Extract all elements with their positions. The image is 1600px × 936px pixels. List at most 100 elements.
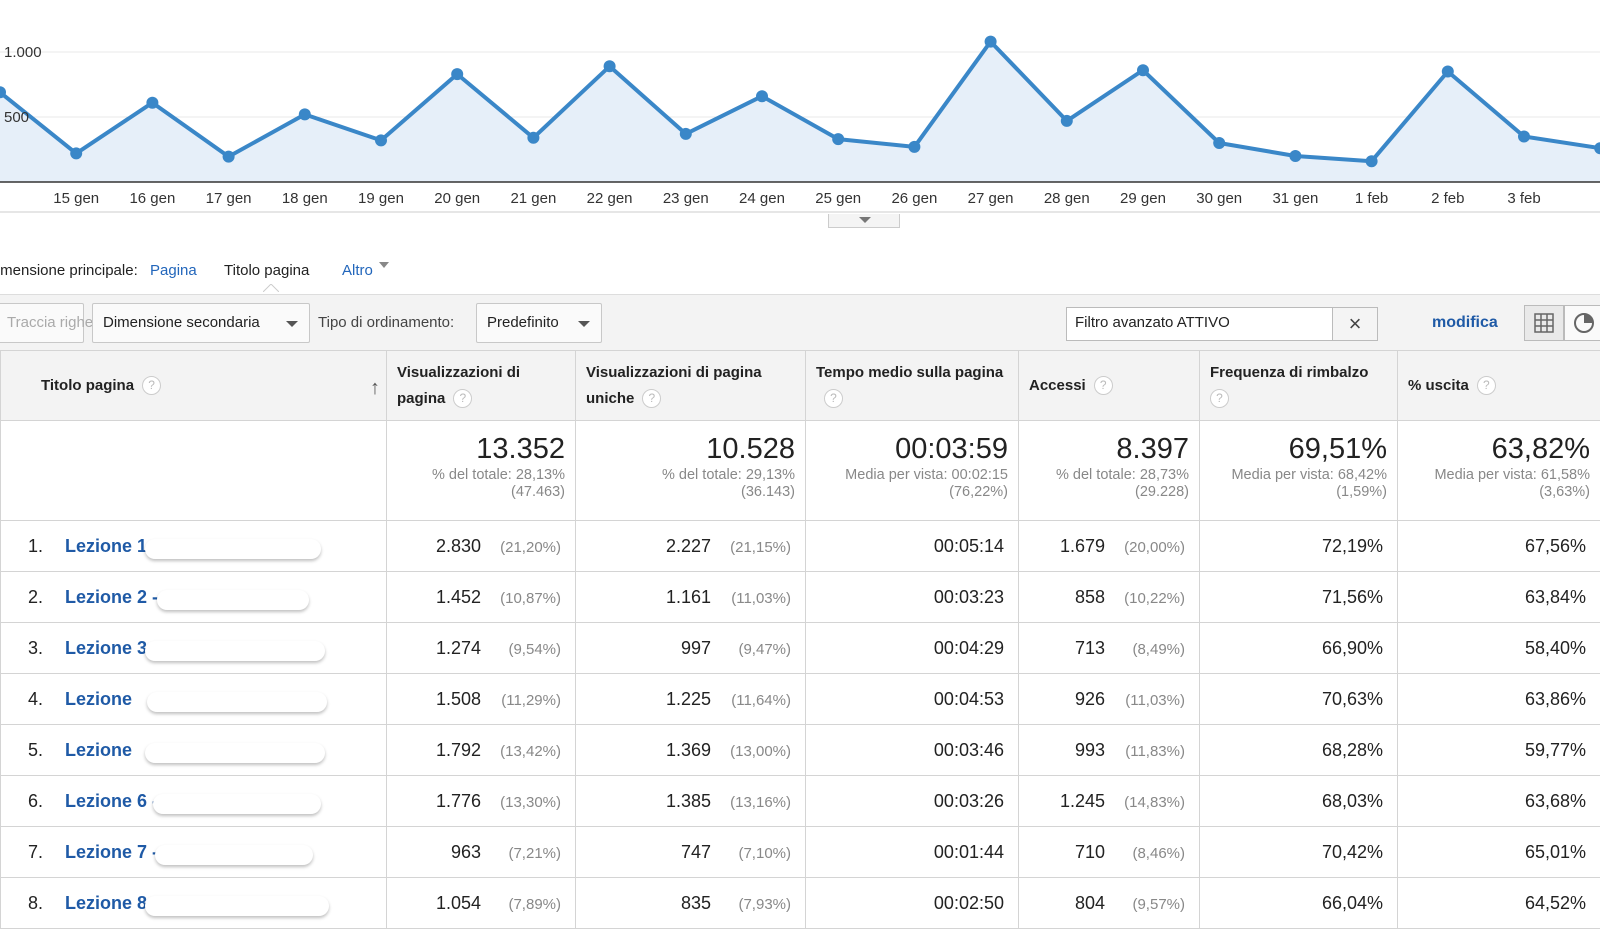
row-title-cell: 1. Lezione 1 bbox=[0, 520, 387, 572]
unique-views-cell: 747 (7,10%) bbox=[575, 826, 806, 878]
data-point bbox=[1594, 142, 1600, 155]
page-title-link[interactable]: Lezione 8 bbox=[65, 893, 148, 913]
help-icon[interactable]: ? bbox=[824, 389, 843, 409]
redaction-mark bbox=[155, 845, 313, 865]
dimension-option-altro[interactable]: Altro bbox=[342, 262, 389, 279]
redaction-mark bbox=[153, 794, 321, 814]
entrances-value: 1.679 bbox=[1059, 535, 1105, 556]
bounce-rate-cell: 68,03% bbox=[1199, 775, 1398, 827]
views-percent: (9,54%) bbox=[508, 640, 561, 658]
unique-views-cell: 1.161 (11,03%) bbox=[575, 571, 806, 623]
unique-views-cell: 1.369 (13,00%) bbox=[575, 724, 806, 776]
page-title-link[interactable]: Lezione bbox=[65, 689, 133, 709]
avg-time-cell: 00:02:50 bbox=[805, 877, 1019, 929]
edit-filter-link[interactable]: modifica bbox=[1432, 314, 1498, 331]
page-title-link[interactable]: Lezione 6 - bbox=[65, 791, 159, 811]
unique-views-percent: (11,03%) bbox=[731, 589, 791, 607]
page-title-link[interactable]: Lezione 3 - bbox=[65, 638, 159, 658]
views-value: 1.274 bbox=[435, 637, 481, 658]
totals-row: 13.352 % del totale: 28,13% (47.463) 10.52… bbox=[0, 420, 1600, 521]
chart-collapse-handle[interactable] bbox=[828, 214, 900, 228]
views-cell: 1.776 (13,30%) bbox=[386, 775, 576, 827]
views-percent: (11,29%) bbox=[501, 691, 561, 709]
total-sub: Media per vista: 00:02:15 bbox=[845, 467, 1008, 483]
column-header-bounce-rate[interactable]: Frequenza di rimbalzo? bbox=[1199, 350, 1398, 421]
views-value: 1.054 bbox=[435, 892, 481, 913]
avg-time-cell: 00:04:29 bbox=[805, 622, 1019, 674]
entrances-value: 926 bbox=[1074, 688, 1105, 709]
views-percent: (7,89%) bbox=[508, 895, 561, 913]
help-icon[interactable]: ? bbox=[642, 389, 662, 409]
pie-view-button[interactable] bbox=[1564, 305, 1600, 341]
row-number: 8. bbox=[27, 893, 43, 913]
page-title-link[interactable]: Lezione bbox=[65, 740, 133, 760]
help-icon[interactable]: ? bbox=[1210, 389, 1229, 409]
advanced-filter-field[interactable]: Filtro avanzato ATTIVO × bbox=[1066, 307, 1378, 341]
x-tick-label: 27 gen bbox=[968, 190, 1014, 207]
unique-views-cell: 2.227 (21,15%) bbox=[575, 520, 806, 572]
entrances-value: 713 bbox=[1074, 637, 1105, 658]
column-header-entrances[interactable]: Accessi? bbox=[1018, 350, 1200, 421]
x-tick-label: 31 gen bbox=[1272, 190, 1318, 207]
total-value: 8.397 bbox=[1116, 433, 1189, 465]
page-title-link[interactable]: Lezione 1 bbox=[65, 536, 148, 556]
avg-time-cell: 00:03:23 bbox=[805, 571, 1019, 623]
sort-type-dropdown[interactable]: Predefinito bbox=[476, 303, 602, 343]
bounce-rate-cell: 68,28% bbox=[1199, 724, 1398, 776]
column-header-exit[interactable]: % uscita? bbox=[1397, 350, 1600, 421]
data-point bbox=[1213, 137, 1226, 149]
help-icon[interactable]: ? bbox=[453, 389, 473, 409]
page-title-link[interactable]: Lezione 2 - bbox=[65, 587, 159, 607]
column-header-title[interactable]: Titolo pagina? ↑ bbox=[0, 350, 387, 421]
views-cell: 1.054 (7,89%) bbox=[386, 877, 576, 929]
column-header-label: % uscita bbox=[1408, 376, 1469, 394]
x-tick-label: 19 gen bbox=[358, 190, 404, 207]
column-header-label: Frequenza di rimbalzo bbox=[1210, 363, 1369, 381]
x-tick-label: 3 feb bbox=[1507, 190, 1540, 207]
avg-time-cell: 00:01:44 bbox=[805, 826, 1019, 878]
entrances-value: 1.245 bbox=[1059, 790, 1105, 811]
bounce-rate-cell: 66,90% bbox=[1199, 622, 1398, 674]
table-view-button[interactable] bbox=[1524, 305, 1564, 341]
help-icon[interactable]: ? bbox=[142, 376, 162, 396]
exit-cell: 63,68% bbox=[1397, 775, 1600, 827]
x-tick-label: 26 gen bbox=[891, 190, 937, 207]
entrances-percent: (10,22%) bbox=[1124, 589, 1185, 607]
table-row: 1. Lezione 1 2.830 (21,20%) 2.227 (21,15%) 00:… bbox=[0, 520, 1600, 572]
dimension-option-titolo-pagina[interactable]: Titolo pagina bbox=[224, 262, 310, 279]
views-value: 963 bbox=[450, 841, 481, 862]
column-header-unique-views[interactable]: Visualizzazioni di pagina uniche? bbox=[575, 350, 806, 421]
total-value: 13.352 bbox=[476, 433, 565, 465]
column-header-label: Tempo medio sulla pagina bbox=[816, 363, 1004, 381]
entrances-percent: (20,00%) bbox=[1124, 538, 1185, 556]
help-icon[interactable]: ? bbox=[1093, 376, 1113, 396]
column-header-views[interactable]: Visualizzazioni di pagina? bbox=[386, 350, 576, 421]
exit-cell: 63,86% bbox=[1397, 673, 1600, 725]
data-point bbox=[375, 134, 387, 147]
entrances-cell: 858 (10,22%) bbox=[1018, 571, 1200, 623]
data-point bbox=[298, 108, 311, 121]
column-header-avg-time[interactable]: Tempo medio sulla pagina? bbox=[805, 350, 1019, 421]
sort-ascending-icon[interactable]: ↑ bbox=[370, 377, 380, 399]
column-header-label: Visualizzazioni di pagina bbox=[397, 363, 521, 407]
secondary-dimension-dropdown[interactable]: Dimensione secondaria bbox=[92, 303, 310, 343]
views-value: 1.776 bbox=[435, 790, 481, 811]
help-icon[interactable]: ? bbox=[1476, 376, 1496, 396]
total-sub: Media per vista: 68,42% bbox=[1231, 467, 1387, 483]
column-header-label: Visualizzazioni di pagina uniche bbox=[586, 363, 762, 407]
entrances-cell: 713 (8,49%) bbox=[1018, 622, 1200, 674]
total-sub: (1,59%) bbox=[1336, 484, 1387, 500]
views-value: 1.452 bbox=[435, 586, 481, 607]
entrances-cell: 804 (9,57%) bbox=[1018, 877, 1200, 929]
plot-rows-button[interactable]: Traccia righe bbox=[0, 303, 93, 343]
views-cell: 1.508 (11,29%) bbox=[386, 673, 576, 725]
dimension-option-pagina[interactable]: Pagina bbox=[150, 262, 197, 279]
page-title-link[interactable]: Lezione 7 - bbox=[65, 842, 159, 862]
secondary-dimension-label: Dimensione secondaria bbox=[103, 314, 260, 331]
entrances-percent: (8,49%) bbox=[1132, 640, 1185, 658]
views-percent: (13,42%) bbox=[500, 742, 561, 760]
entrances-percent: (14,83%) bbox=[1124, 793, 1185, 811]
close-icon[interactable]: × bbox=[1332, 308, 1377, 340]
x-tick-label: 15 gen bbox=[53, 190, 99, 207]
views-cell: 2.830 (21,20%) bbox=[386, 520, 576, 572]
